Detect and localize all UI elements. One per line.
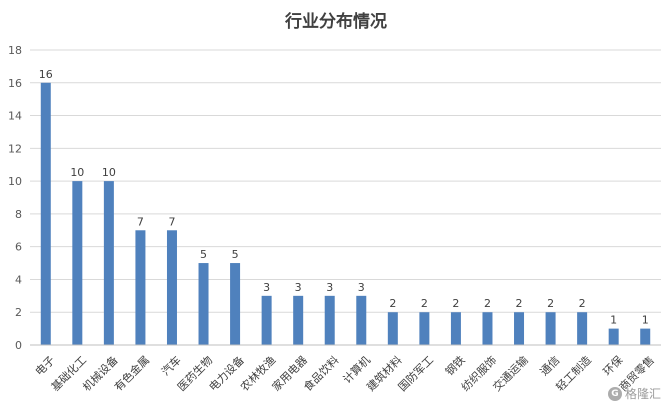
- data-label: 3: [263, 281, 270, 294]
- y-tick-label: 12: [8, 142, 22, 155]
- data-label: 7: [137, 215, 144, 228]
- bar: [387, 312, 398, 345]
- y-tick-label: 18: [8, 44, 22, 57]
- bar: [135, 230, 146, 345]
- data-label: 10: [70, 166, 84, 179]
- watermark-logo: G 格隆汇: [607, 385, 661, 402]
- x-category-label: 环保: [600, 353, 625, 378]
- data-label: 2: [484, 297, 491, 310]
- chart-title: 行业分布情况: [284, 11, 387, 32]
- bar: [261, 295, 272, 345]
- data-label: 2: [579, 297, 586, 310]
- bar: [450, 312, 461, 345]
- data-label: 2: [547, 297, 554, 310]
- x-category-label: 通信: [538, 354, 563, 379]
- x-category-label: 汽车: [158, 353, 183, 378]
- data-label: 5: [232, 248, 239, 261]
- bars: [40, 82, 651, 346]
- data-label: 2: [516, 297, 523, 310]
- bar: [419, 312, 430, 345]
- x-category-label: 有色金属: [111, 353, 152, 394]
- gridlines: [30, 49, 661, 313]
- y-tick-label: 6: [15, 241, 22, 254]
- data-label: 10: [102, 166, 116, 179]
- x-category-label: 轻工制造: [553, 353, 594, 394]
- y-tick-label: 8: [15, 208, 22, 221]
- bar: [198, 263, 209, 345]
- y-tick-label: 0: [15, 339, 22, 352]
- y-tick-label: 14: [8, 110, 22, 123]
- x-category-label: 电子: [33, 354, 58, 379]
- bar: [577, 312, 588, 345]
- data-label: 1: [610, 314, 617, 327]
- y-tick-label: 10: [8, 175, 22, 188]
- y-axis-tick-labels: 0 2 4 6 8 10 12 14 16 18: [8, 44, 22, 352]
- y-tick-label: 16: [8, 77, 22, 90]
- y-tick-label: 4: [15, 273, 22, 286]
- bar: [608, 328, 619, 345]
- bar: [514, 312, 525, 345]
- bar: [482, 312, 493, 345]
- data-label: 16: [39, 68, 53, 81]
- data-labels: 16 10 10 7 7 5 5 3 3 3 3 2 2 2 2 2 2 2 1 1: [39, 68, 649, 327]
- bar: [166, 230, 177, 345]
- x-category-label: 国防军工: [395, 353, 436, 394]
- x-category-label: 食品饮料: [300, 353, 341, 394]
- data-label: 2: [421, 297, 428, 310]
- data-label: 3: [326, 281, 333, 294]
- bar: [230, 263, 241, 345]
- x-category-label: 钢铁: [443, 354, 468, 379]
- bar: [545, 312, 556, 345]
- data-label: 2: [452, 297, 459, 310]
- data-label: 1: [642, 314, 649, 327]
- y-tick-label: 2: [15, 306, 22, 319]
- bar: [356, 295, 367, 345]
- watermark-icon: G: [607, 386, 622, 401]
- x-category-label: 交通运输: [490, 353, 531, 394]
- data-label: 3: [358, 281, 365, 294]
- data-label: 3: [295, 281, 302, 294]
- watermark-text: 格隆汇: [624, 387, 661, 401]
- bar: [640, 328, 651, 345]
- data-label: 7: [168, 215, 175, 228]
- bar: [103, 181, 114, 345]
- bar: [40, 82, 51, 346]
- bar: [72, 181, 83, 345]
- bar: [293, 295, 304, 345]
- bar: [324, 295, 335, 345]
- data-label: 2: [389, 297, 396, 310]
- data-label: 5: [200, 248, 207, 261]
